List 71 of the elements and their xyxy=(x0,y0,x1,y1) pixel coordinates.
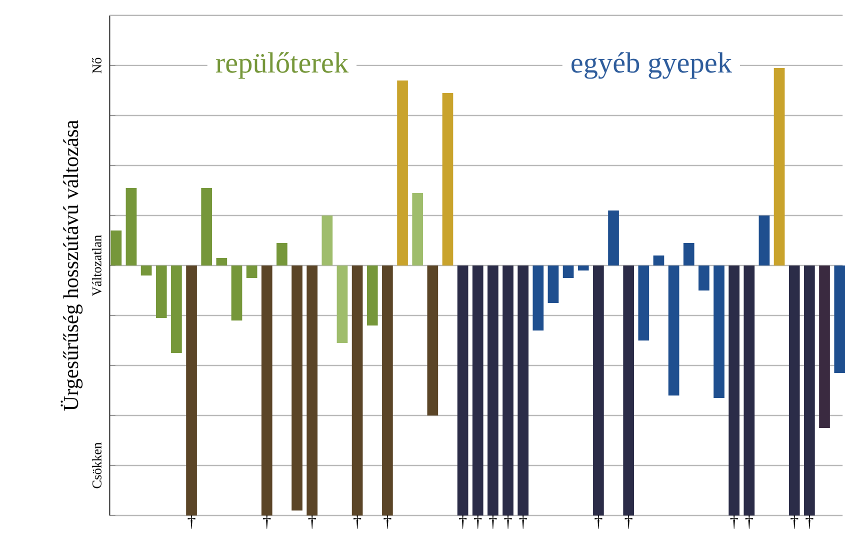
y-axis-title: Ürgesűrűség hosszútávú változása xyxy=(60,120,83,411)
bar xyxy=(548,265,559,303)
series-label: repülőterek xyxy=(216,52,349,79)
bar xyxy=(668,265,680,396)
bar xyxy=(216,258,228,266)
x-tick-label: † xyxy=(594,514,602,529)
bar xyxy=(140,265,152,276)
bar xyxy=(231,265,242,320)
text: Nő xyxy=(92,58,102,73)
x-tick-label: † xyxy=(459,514,467,529)
bar xyxy=(156,265,167,318)
bar xyxy=(638,265,650,340)
bar xyxy=(457,265,468,516)
bar xyxy=(322,215,333,266)
bar xyxy=(186,265,197,516)
bar xyxy=(774,68,785,266)
x-tick-label: † xyxy=(354,514,362,529)
x-tick-label: † xyxy=(624,514,632,529)
bar xyxy=(382,265,393,516)
x-tick-label: † xyxy=(489,514,497,529)
bar xyxy=(819,265,830,428)
bar xyxy=(336,265,348,343)
x-tick-label: † xyxy=(519,514,527,529)
bar xyxy=(683,242,694,266)
text: Csökken xyxy=(92,442,102,488)
bar xyxy=(261,265,272,516)
bar xyxy=(276,242,288,266)
bar xyxy=(532,265,544,330)
bar xyxy=(788,265,800,516)
bar xyxy=(758,215,770,266)
bar xyxy=(593,265,604,516)
x-tick-label: † xyxy=(308,514,316,529)
bar xyxy=(698,265,710,290)
bar xyxy=(110,230,122,266)
bar xyxy=(562,265,574,278)
bar xyxy=(171,265,182,353)
bar xyxy=(427,265,438,416)
bar xyxy=(412,192,424,266)
bar xyxy=(714,265,724,398)
bar xyxy=(834,265,845,373)
bar xyxy=(397,80,408,266)
bar xyxy=(518,265,529,516)
series-label: egyéb gyepek xyxy=(572,52,732,79)
bar xyxy=(306,265,318,516)
x-tick-label: † xyxy=(806,514,814,529)
x-tick-label: † xyxy=(504,514,512,529)
bar xyxy=(744,265,755,516)
x-tick-label: † xyxy=(730,514,738,529)
x-tick-label: † xyxy=(790,514,798,529)
bar xyxy=(728,265,740,516)
x-tick-label: † xyxy=(474,514,482,529)
bar xyxy=(653,255,664,266)
text: Változatlan xyxy=(92,234,102,296)
bar xyxy=(246,265,258,278)
bar xyxy=(292,265,302,510)
bar xyxy=(472,265,484,516)
bar xyxy=(366,265,378,326)
x-tick-label: † xyxy=(188,514,196,529)
bar xyxy=(608,210,619,266)
x-tick-label: † xyxy=(384,514,392,529)
bar xyxy=(578,265,589,270)
bar xyxy=(502,265,514,516)
x-tick-label: † xyxy=(263,514,271,529)
bar xyxy=(201,188,212,266)
bar xyxy=(488,265,498,516)
bar xyxy=(352,265,363,516)
bar xyxy=(623,265,634,516)
bar xyxy=(804,265,815,516)
bar xyxy=(126,188,137,266)
x-tick-label: † xyxy=(745,514,753,529)
bar xyxy=(442,92,454,266)
